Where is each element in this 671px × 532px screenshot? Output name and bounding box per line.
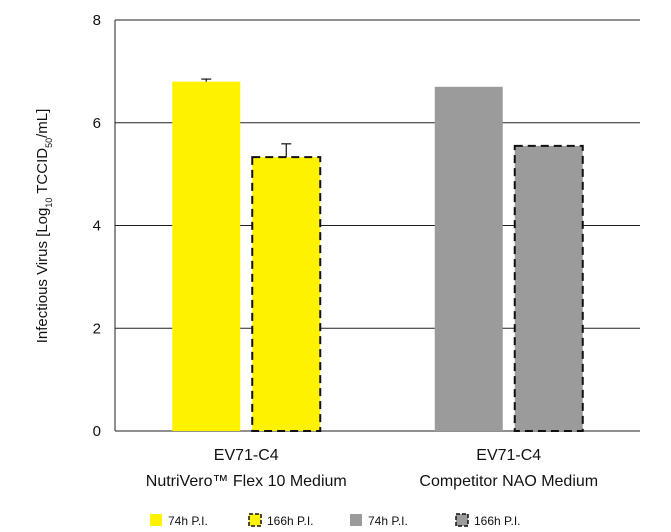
y-axis-title: Infectious Virus [Log10 TCCID50/mL] [34, 109, 54, 344]
legend-swatch [455, 513, 469, 527]
category-label-line2: Competitor NAO Medium [419, 473, 598, 490]
y-tick-label: 6 [93, 115, 101, 132]
legend-label: 74h P.I. [168, 514, 208, 528]
y-axis-title-part-b: TCCID [34, 148, 51, 198]
legend-swatch [350, 514, 362, 526]
y-tick-label: 2 [93, 320, 101, 337]
y-tick-label: 4 [93, 218, 101, 235]
bar [434, 86, 503, 431]
legend-label: 166h P.I. [267, 514, 314, 528]
category-label-line2: NutriVero™ Flex 10 Medium [146, 473, 347, 490]
bar [172, 81, 241, 432]
y-tick-labels: 0 2 4 6 8 [93, 12, 101, 440]
legend: 74h P.I. 166h P.I. 74h P.I. 166h P.I. [150, 513, 521, 528]
category-label-line1: EV71-C4 [214, 447, 279, 464]
bars [172, 78, 584, 432]
category-labels: EV71-C4 NutriVero™ Flex 10 Medium EV71-C4 C… [146, 447, 598, 490]
y-tick-label: 0 [93, 423, 101, 440]
bar [251, 156, 322, 432]
legend-swatch [150, 514, 162, 526]
y-axis-title-part-a: Infectious Virus [Log [34, 208, 51, 344]
y-tick-label: 8 [93, 12, 101, 29]
category-label-line1: EV71-C4 [476, 447, 541, 464]
legend-label: 166h P.I. [474, 514, 521, 528]
bar [513, 144, 584, 432]
legend-swatch [248, 513, 262, 527]
legend-label: 74h P.I. [368, 514, 408, 528]
y-axis-title-part-c: /mL] [34, 109, 51, 138]
y-axis-title-sub1: 10 [44, 198, 54, 208]
y-axis-title-sub2: 50 [44, 138, 54, 148]
